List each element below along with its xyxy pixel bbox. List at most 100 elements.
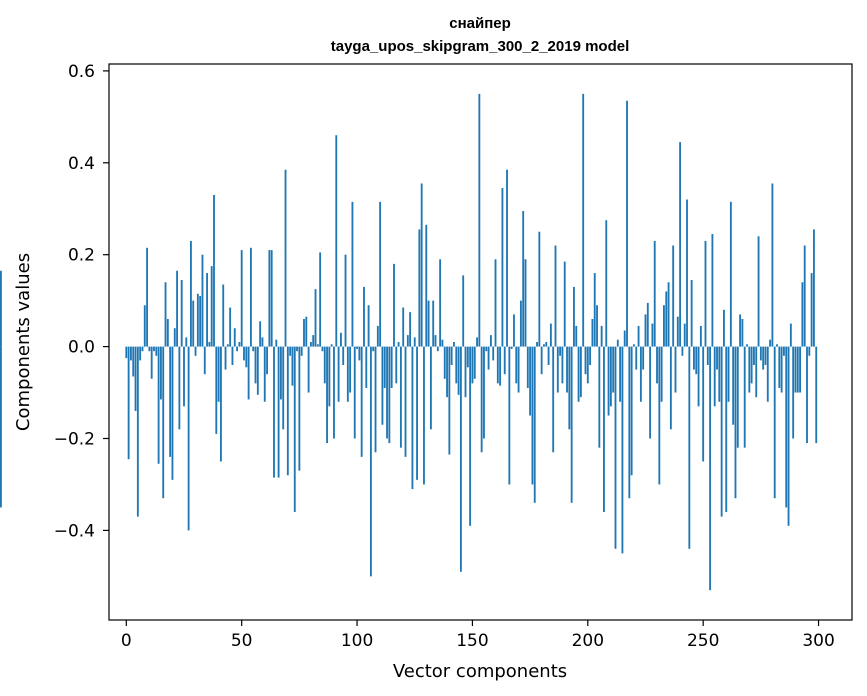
bar [219,346,222,462]
bar [780,346,783,393]
bar [605,220,608,347]
bar [360,346,363,457]
bar [506,169,508,347]
bar [591,319,594,347]
bar [148,346,151,352]
bar [651,323,654,347]
bar [376,325,379,347]
bar [644,314,647,347]
bar [755,346,758,398]
bar [725,346,728,513]
bar [321,346,324,352]
bar [485,346,488,352]
bar [203,346,206,375]
bar [386,346,388,439]
bar [718,346,721,402]
bar [328,346,331,407]
bar [229,307,232,347]
bar [395,346,398,384]
bar-series [0,93,818,591]
bar [330,344,333,347]
bar [351,201,354,347]
bar [367,305,370,347]
bar [434,335,437,347]
bar [388,346,391,444]
bar [787,346,790,526]
bar [476,337,478,347]
bar [346,346,349,402]
bar [626,100,628,347]
bar [720,346,723,517]
bar [496,346,499,384]
bar [307,346,310,393]
bar [358,346,361,361]
bar [552,346,555,453]
bar [806,346,808,444]
bar [674,346,677,393]
chart-title-line-1: снайпер [449,15,511,32]
bar [771,183,774,347]
bar [353,346,356,439]
bar [337,346,340,402]
bar [815,346,818,444]
bar [261,337,264,347]
bar [446,346,448,398]
bar [706,346,709,365]
bar [612,346,615,393]
bar [792,346,795,439]
bar [369,346,372,577]
bar [656,346,658,384]
bar [526,346,529,388]
bar [316,344,319,347]
bar [309,342,312,347]
bar [596,305,598,347]
bar [582,93,585,347]
bar [716,346,718,370]
bar [439,259,442,347]
bar [501,188,504,347]
bar [690,279,693,347]
bar [162,346,165,499]
bar [543,344,545,347]
x-tick-label: 0 [121,631,132,651]
bar [252,346,255,352]
bar [584,346,587,375]
bar [125,346,128,359]
bar [688,346,691,549]
bar [266,346,268,375]
bar [773,346,776,499]
bar [143,305,146,347]
bar [448,346,451,455]
bar [409,312,412,347]
x-axis: 0 50 100 150 200 250 300 [121,620,835,651]
bar [249,247,252,347]
bar [217,346,220,402]
bar [766,346,769,402]
bar [453,342,455,347]
bar [173,328,176,347]
bar [630,346,633,476]
bar [778,346,781,388]
bar [423,346,425,485]
bar [566,346,568,393]
bar [628,346,631,499]
bar [326,346,328,444]
bar [810,273,813,347]
bar [176,270,178,347]
bar [623,330,626,347]
bar [134,346,137,411]
bar [273,346,275,478]
bar [568,346,571,430]
bar [750,346,753,384]
bar [789,323,792,347]
bar [268,250,271,347]
bar [245,346,248,368]
bar [194,346,197,356]
bar [153,346,155,352]
bar [729,201,732,347]
bar [593,273,596,347]
bar [575,325,578,347]
bar [141,346,144,352]
bar [425,224,428,347]
